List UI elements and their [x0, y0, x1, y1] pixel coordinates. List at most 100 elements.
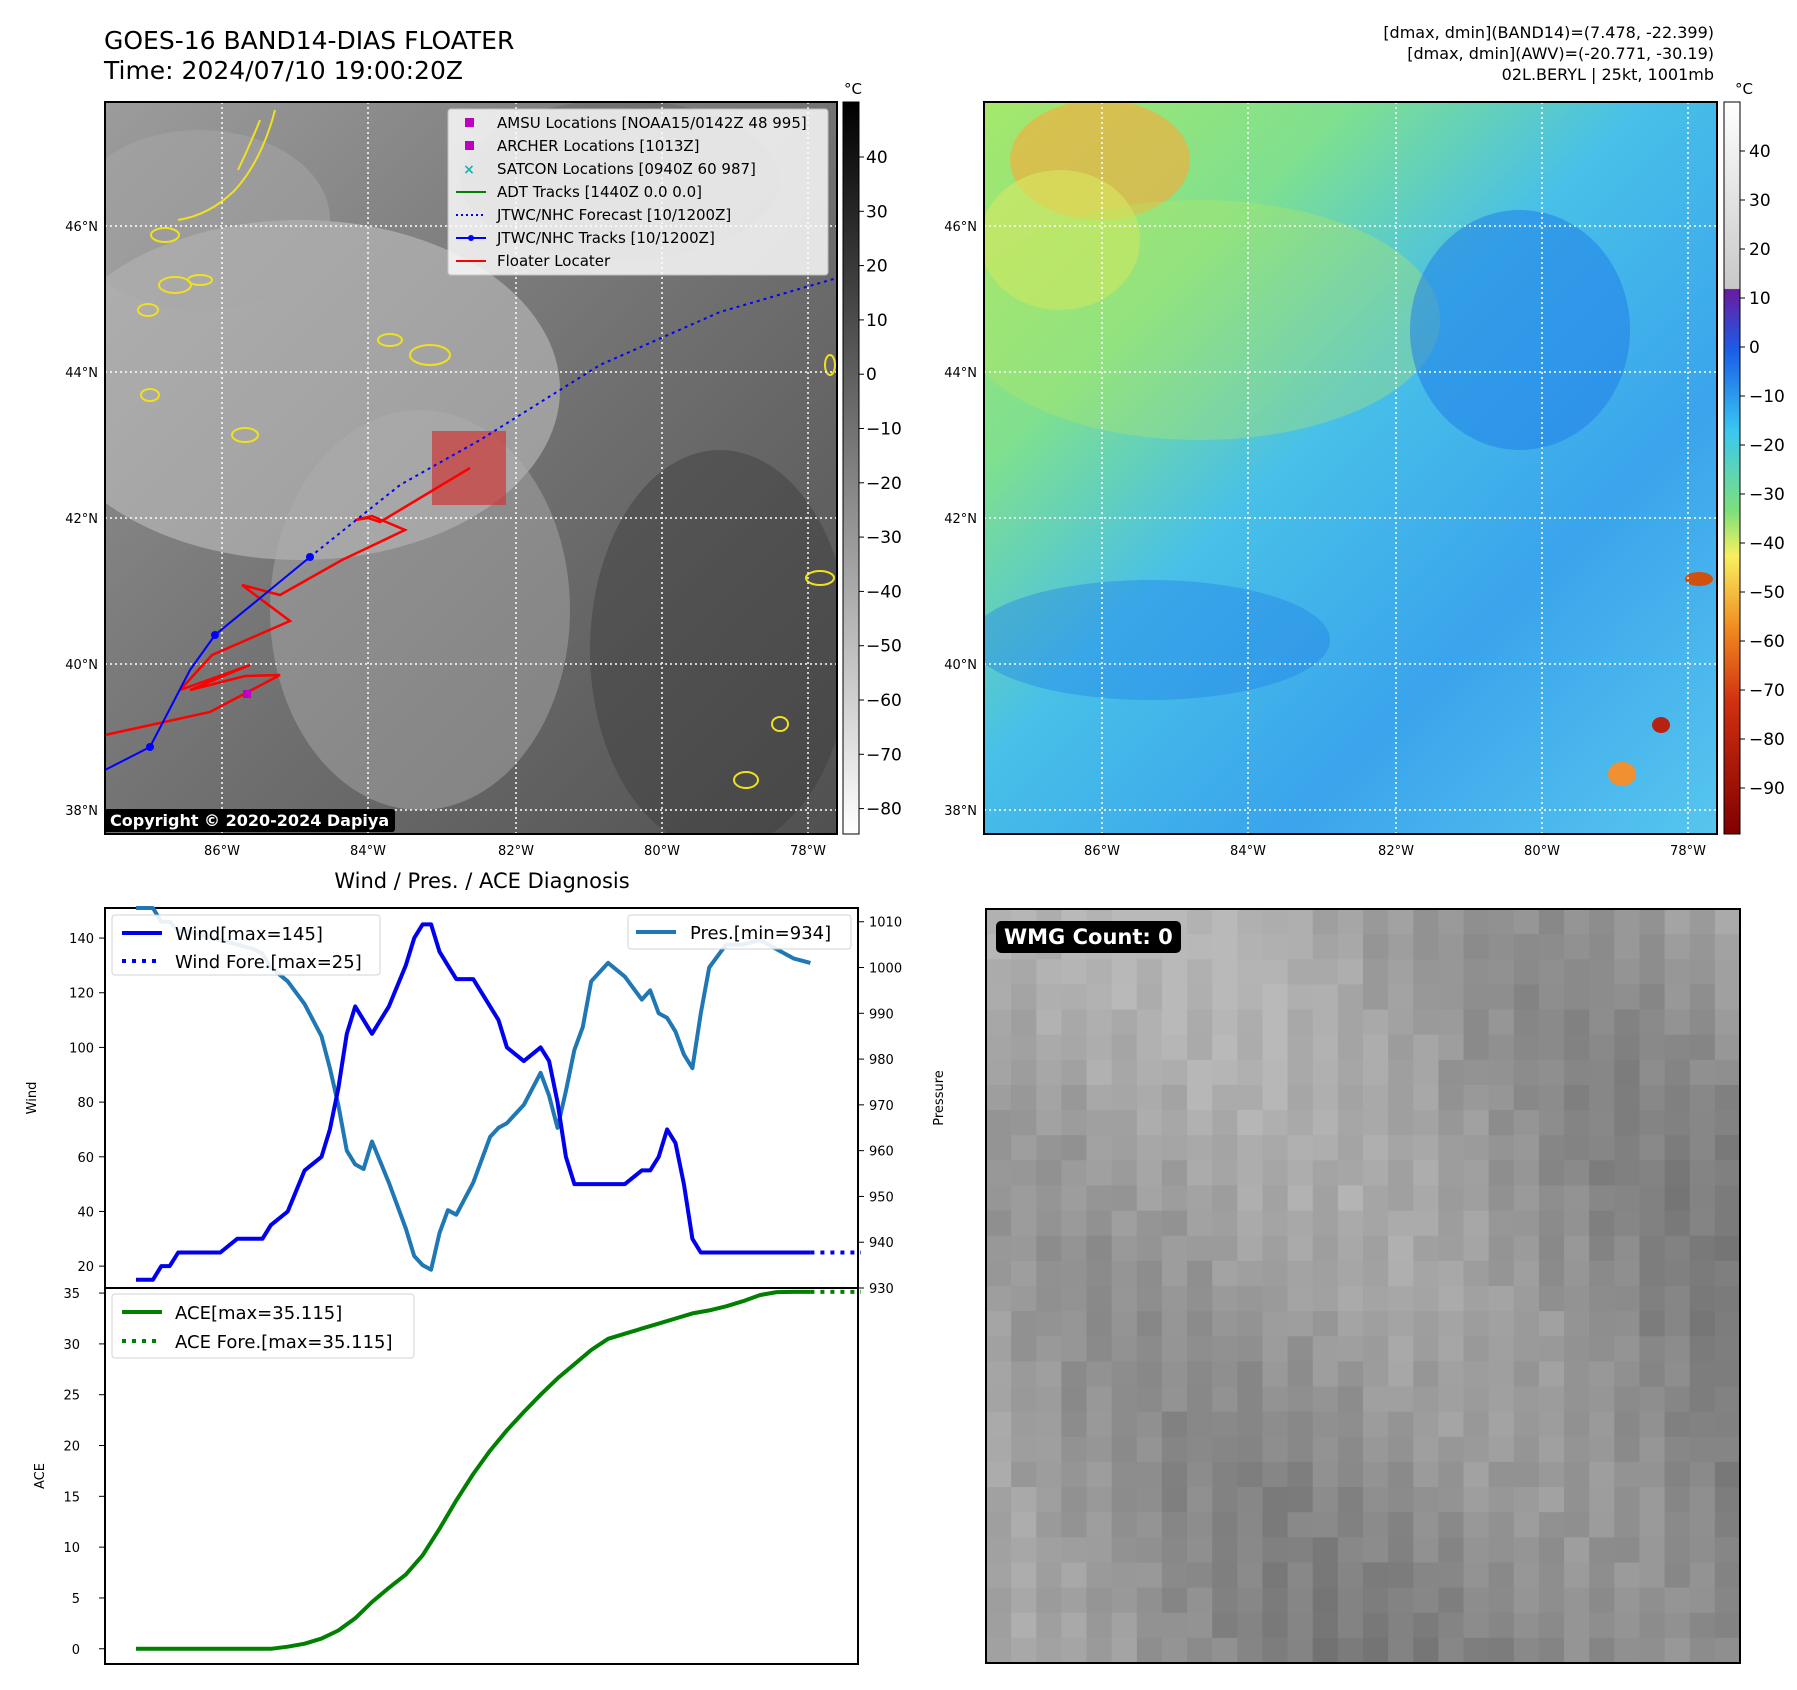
wind-tick: 100 — [69, 1041, 94, 1056]
gray-colorbar: 40 30 20 10 0 −10 −20 −30 −40 −50 −60 −70 −80 — [842, 101, 902, 835]
ace-tick: 35 — [63, 1287, 80, 1302]
wind-tick: 80 — [77, 1096, 94, 1111]
color-colorbar-tick: 40 — [1749, 142, 1771, 162]
gray-colorbar-tick: −70 — [866, 745, 902, 765]
color-colorbar-tick: −60 — [1749, 632, 1785, 652]
wind-tick: 60 — [77, 1151, 94, 1166]
copyright-badge: Copyright © 2020-2024 Dapiya — [104, 809, 396, 832]
color-colorbar-tick: 20 — [1749, 240, 1771, 260]
gray-colorbar-tick: 10 — [866, 311, 888, 331]
pressure-tick: 930 — [869, 1282, 894, 1297]
gray-colorbar-tick: −30 — [866, 528, 902, 548]
gray-colorbar-tick: −60 — [866, 691, 902, 711]
lon-tick-right: 78°W — [1670, 844, 1706, 859]
lat-tick-right: 40°N — [944, 658, 977, 673]
cold-contours — [137, 109, 836, 789]
lon-tick-right: 80°W — [1524, 844, 1560, 859]
wmg-image — [985, 908, 1741, 1664]
wmg-count-badge: WMG Count: 0 — [996, 921, 1181, 953]
map-legend-label: AMSU Locations [NOAA15/0142Z 48 995] — [497, 114, 807, 132]
color-colorbar-tick: −10 — [1749, 387, 1785, 407]
pressure-tick: 980 — [869, 1053, 894, 1068]
diagnosis-chart: Wind / Pres. / ACE Diagnosis 20406080100… — [25, 869, 947, 1665]
map-legend-label: ARCHER Locations [1013Z] — [497, 137, 700, 155]
map-legend-item: JTWC/NHC Tracks [10/1200Z] — [456, 229, 715, 247]
pressure-tick: 950 — [869, 1190, 894, 1205]
pressure-tick: 970 — [869, 1099, 894, 1114]
wind-axis-label: Wind — [25, 1082, 40, 1115]
diagnosis-title: Wind / Pres. / ACE Diagnosis — [334, 869, 629, 893]
color-colorbar-tick: −40 — [1749, 534, 1785, 554]
gray-colorbar-tick: −80 — [866, 800, 902, 820]
map-legend-label: JTWC/NHC Tracks [10/1200Z] — [496, 229, 715, 247]
lon-tick-right: 82°W — [1378, 844, 1414, 859]
lon-tick-right: 86°W — [1084, 844, 1120, 859]
gray-colorbar-unit: °C — [844, 80, 862, 98]
color-colorbar-tick: −20 — [1749, 436, 1785, 456]
color-colorbar-tick: 0 — [1749, 338, 1760, 358]
gray-colorbar-tick: 0 — [866, 365, 877, 385]
pressure-tick: 960 — [869, 1145, 894, 1160]
gray-colorbar-tick: −50 — [866, 637, 902, 657]
color-colorbar-tick: 10 — [1749, 289, 1771, 309]
ace-tick: 15 — [63, 1490, 80, 1505]
lon-tick-left: 84°W — [350, 844, 386, 859]
ace-legend: ACE[max=35.115] ACE Fore.[max=35.115] — [111, 1293, 415, 1359]
gray-colorbar-tick: −20 — [866, 474, 902, 494]
svg-text:×: × — [463, 162, 475, 178]
gray-colorbar-tick: 30 — [866, 202, 888, 222]
pressure-legend: Pres.[min=934] — [627, 914, 852, 950]
wind-legend: Wind[max=145] Wind Fore.[max=25] — [111, 914, 381, 976]
lat-tick-right: 44°N — [944, 366, 977, 381]
map-legend-item: AMSU Locations [NOAA15/0142Z 48 995] — [465, 114, 807, 132]
lat-tick-right: 38°N — [944, 804, 977, 819]
legend-wind: Wind[max=145] — [175, 924, 323, 945]
ace-tick: 30 — [63, 1338, 80, 1353]
map-panels: AMSU Locations [NOAA15/0142Z 48 995] ARCH… — [65, 80, 1785, 859]
lat-tick-left: 44°N — [65, 366, 98, 381]
pressure-tick: 1010 — [869, 916, 902, 931]
info-storm: 02L.BERYL | 25kt, 1001mb — [1501, 65, 1714, 84]
info-band14: [dmax, dmin](BAND14)=(7.478, -22.399) — [1383, 23, 1714, 42]
pressure-tick: 1000 — [869, 962, 902, 977]
track-overlay — [105, 277, 837, 771]
lat-tick-left: 42°N — [65, 512, 98, 527]
floater-locater-track — [105, 466, 471, 737]
ace-axis-label: ACE — [33, 1463, 48, 1489]
info-panel: [dmax, dmin](BAND14)=(7.478, -22.399) [d… — [1383, 22, 1714, 85]
lon-tick-left: 80°W — [644, 844, 680, 859]
gray-colorbar-tick: −40 — [866, 582, 902, 602]
lat-tick-right: 42°N — [944, 512, 977, 527]
map-legend-item: ADT Tracks [1440Z 0.0 0.0] — [456, 183, 702, 201]
wind-tick: 20 — [77, 1260, 94, 1275]
lat-tick-left: 38°N — [65, 804, 98, 819]
lat-tick-left: 40°N — [65, 658, 98, 673]
lon-tick-left: 86°W — [204, 844, 240, 859]
map-legend-item: JTWC/NHC Forecast [10/1200Z] — [456, 206, 731, 224]
gray-colorbar-tick: 40 — [866, 148, 888, 168]
lat-tick-right: 46°N — [944, 220, 977, 235]
map-legend-label: JTWC/NHC Forecast [10/1200Z] — [496, 206, 731, 224]
awv-map — [983, 101, 1718, 835]
map-legend: AMSU Locations [NOAA15/0142Z 48 995] ARCH… — [447, 108, 829, 276]
info-awv: [dmax, dmin](AWV)=(-20.771, -30.19) — [1407, 44, 1714, 63]
color-colorbar-tick: −30 — [1749, 485, 1785, 505]
ace-tick: 5 — [72, 1592, 80, 1607]
map-legend-item: Floater Locater — [456, 252, 611, 270]
color-colorbar-tick: 30 — [1749, 191, 1771, 211]
awv-shading — [984, 102, 1713, 786]
wind-line — [136, 922, 811, 1282]
ace-tick: 25 — [63, 1389, 80, 1404]
pressure-tick: 940 — [869, 1236, 894, 1251]
ace-tick: 20 — [63, 1440, 80, 1455]
legend-pressure: Pres.[min=934] — [690, 923, 831, 944]
ace-line — [136, 1289, 811, 1651]
legend-ace-fore: ACE Fore.[max=35.115] — [175, 1332, 393, 1353]
map-legend-item: ARCHER Locations [1013Z] — [465, 137, 700, 155]
lon-tick-right: 84°W — [1230, 844, 1266, 859]
color-colorbar: 40 30 20 10 0 −10 −20 −30 −40 −50 −60 −70 −80 −90 — [1723, 101, 1785, 835]
title-line-2: Time: 2024/07/10 19:00:20Z — [104, 56, 463, 85]
lon-tick-left: 82°W — [498, 844, 534, 859]
map-legend-label: ADT Tracks [1440Z 0.0 0.0] — [497, 183, 702, 201]
ace-tick: 10 — [63, 1541, 80, 1556]
